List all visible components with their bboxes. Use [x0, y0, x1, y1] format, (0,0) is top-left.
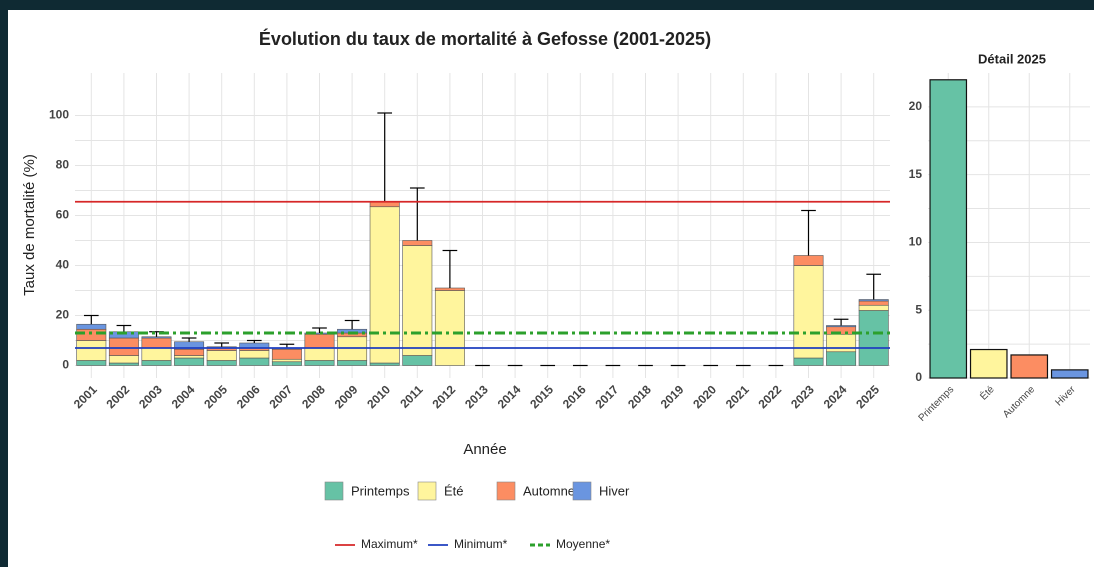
- bar-segment: [108, 355, 139, 364]
- legend-swatch: [572, 481, 592, 501]
- y-tick-label: 80: [56, 158, 70, 172]
- y-tick-label: 0: [915, 370, 922, 384]
- bar-segment: [793, 265, 824, 359]
- legend-label: Hiver: [599, 483, 630, 498]
- bar: [929, 79, 968, 379]
- bar: [1050, 369, 1089, 379]
- legend-label: Printemps: [351, 483, 410, 498]
- legend-swatch: [496, 481, 516, 501]
- bar-segment: [239, 350, 270, 359]
- bar-segment: [271, 361, 302, 366]
- bar-segment: [826, 351, 857, 366]
- bar-segment: [271, 358, 302, 363]
- bar-segment: [304, 333, 335, 349]
- bar-segment: [174, 348, 205, 356]
- y-tick-label: 10: [909, 235, 923, 249]
- y-tick-label: 60: [56, 208, 70, 222]
- chart-title: Évolution du taux de mortalité à Gefosse…: [259, 28, 711, 49]
- bar: [1010, 354, 1049, 379]
- bar-segment: [108, 362, 139, 366]
- y-tick-label: 20: [56, 308, 70, 322]
- bar-segment: [239, 357, 270, 366]
- y-tick-label: 40: [56, 258, 70, 272]
- bar-segment: [141, 360, 172, 366]
- y-tick-label: 0: [62, 358, 69, 372]
- bar-segment: [793, 357, 824, 366]
- bar-segment: [304, 360, 335, 366]
- y-tick-label: 20: [909, 99, 923, 113]
- bar-segment: [141, 337, 172, 349]
- bar-segment: [434, 290, 465, 366]
- legend-label: Automne: [523, 483, 575, 498]
- bar-segment: [141, 336, 172, 339]
- bar-segment: [271, 348, 302, 360]
- x-axis-title: Année: [463, 441, 506, 458]
- legend-label: Été: [444, 483, 464, 498]
- bar-segment: [858, 310, 889, 366]
- bar-segment: [858, 300, 889, 306]
- bar-segment: [76, 328, 107, 341]
- bar-segment: [826, 326, 857, 335]
- bar-segment: [826, 325, 857, 328]
- bar-segment: [369, 362, 400, 366]
- bar-segment: [206, 360, 237, 366]
- y-tick-label: 100: [49, 108, 69, 122]
- bar-segment: [76, 323, 107, 330]
- legend-label: Moyenne*: [556, 537, 610, 551]
- bar-segment: [174, 357, 205, 366]
- y-axis-title: Taux de mortalité (%): [21, 154, 38, 296]
- bar-segment: [402, 355, 433, 366]
- bar-segment: [369, 206, 400, 364]
- bar: [969, 348, 1008, 379]
- bar-segment: [826, 333, 857, 353]
- bar-segment: [141, 347, 172, 361]
- legend-label: Maximum*: [361, 537, 418, 551]
- legend-label: Minimum*: [454, 537, 508, 551]
- bar-segment: [76, 340, 107, 361]
- bar-segment: [304, 347, 335, 361]
- legend-swatch: [324, 481, 344, 501]
- bar-segment: [76, 360, 107, 366]
- bar-segment: [858, 299, 889, 302]
- bar-segment: [402, 245, 433, 356]
- bar-segment: [174, 355, 205, 359]
- y-tick-label: 15: [909, 167, 923, 181]
- bar-segment: [434, 287, 465, 291]
- detail-title: Détail 2025: [978, 51, 1046, 66]
- bar-segment: [402, 240, 433, 246]
- bar-segment: [793, 255, 824, 266]
- legend-swatch: [417, 481, 437, 501]
- bar-segment: [206, 350, 237, 361]
- bar-segment: [337, 360, 368, 366]
- bar-segment: [108, 337, 139, 356]
- y-tick-label: 5: [915, 302, 922, 316]
- bar-segment: [858, 304, 889, 311]
